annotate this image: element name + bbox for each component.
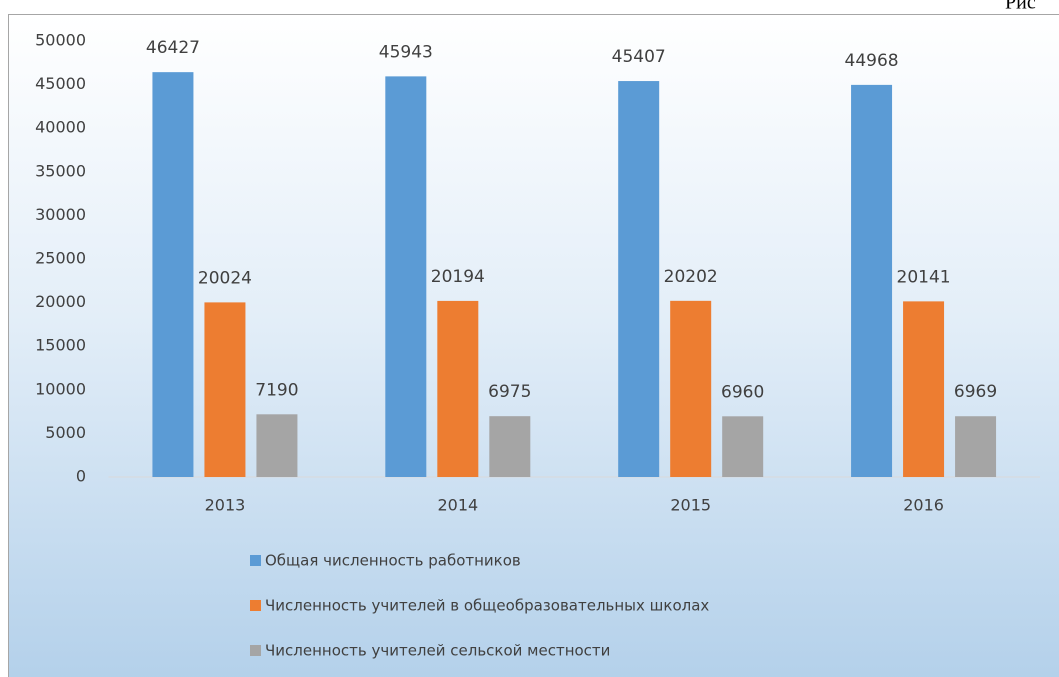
value-label: 6975 [488, 382, 531, 402]
y-tick-label: 5000 [45, 423, 86, 442]
y-tick-label: 0 [76, 467, 86, 486]
value-label: 44968 [845, 51, 899, 71]
bar [618, 81, 660, 477]
bar [851, 84, 893, 478]
legend-label: Численность учителей в общеобразовательн… [265, 597, 709, 615]
legend-swatch [250, 645, 261, 656]
bar [722, 416, 764, 477]
y-tick-label: 15000 [35, 336, 86, 355]
bar [955, 416, 997, 477]
value-label: 7190 [255, 380, 298, 400]
bar [670, 300, 712, 477]
y-tick-label: 35000 [35, 161, 86, 180]
x-tick-label: 2013 [205, 496, 246, 515]
bar [385, 76, 427, 477]
value-label: 20202 [664, 267, 718, 287]
value-label: 46427 [146, 38, 200, 58]
legend-label: Общая численность работников [265, 552, 521, 570]
bar [152, 72, 194, 478]
bar [489, 416, 531, 477]
value-label: 20024 [198, 268, 252, 288]
value-label: 20141 [897, 267, 951, 287]
y-tick-label: 40000 [35, 118, 86, 137]
value-label: 45943 [379, 42, 433, 62]
x-tick-label: 2016 [903, 496, 944, 515]
y-tick-label: 45000 [35, 74, 86, 93]
y-tick-label: 20000 [35, 292, 86, 311]
value-label: 6969 [954, 382, 997, 402]
bar [437, 300, 479, 477]
legend-swatch [250, 600, 261, 611]
bar [903, 301, 945, 477]
x-tick-label: 2014 [437, 496, 478, 515]
y-tick-label: 30000 [35, 205, 86, 224]
value-label: 45407 [612, 47, 666, 67]
y-tick-label: 10000 [35, 379, 86, 398]
x-tick-label: 2015 [670, 496, 711, 515]
y-tick-label: 25000 [35, 249, 86, 268]
y-tick-label: 50000 [35, 31, 86, 50]
caption: Рис [1005, 0, 1036, 14]
legend-label: Численность учителей сельской местности [265, 642, 610, 660]
value-label: 20194 [431, 267, 485, 287]
bar [256, 414, 298, 477]
legend-swatch [250, 555, 261, 566]
bar [204, 302, 246, 477]
value-label: 6960 [721, 382, 764, 402]
